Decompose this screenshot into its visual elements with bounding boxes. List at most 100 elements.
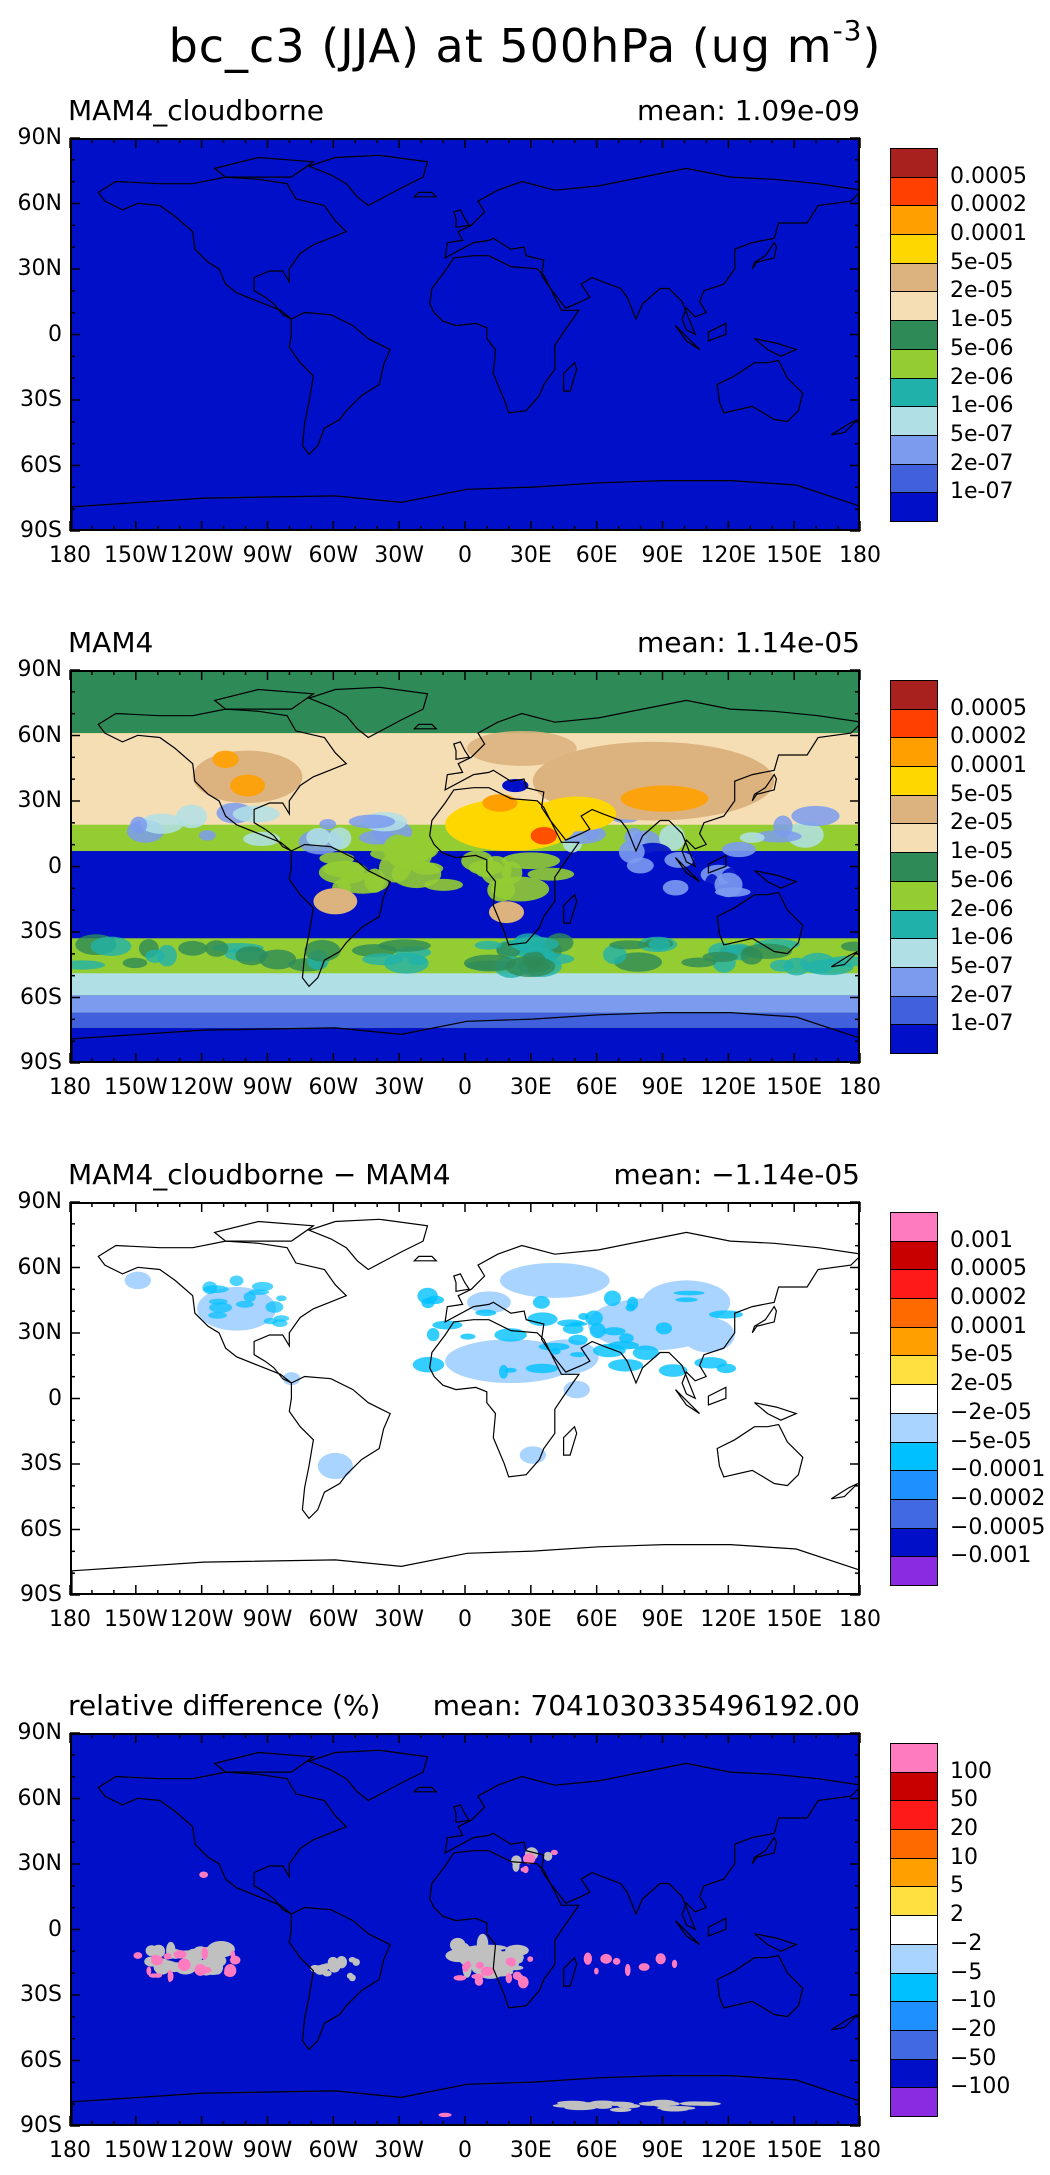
map-cloudborne bbox=[70, 138, 860, 531]
lat-tick-label: 90S bbox=[20, 1582, 62, 1607]
colorbar-swatch bbox=[890, 766, 938, 797]
colorbar-swatch bbox=[890, 234, 938, 265]
lon-tick-label: 180 bbox=[49, 543, 91, 568]
colorbar-swatch bbox=[890, 1212, 938, 1243]
colorbar-label: 5e-06 bbox=[950, 867, 1014, 893]
colorbar-label: 0.0001 bbox=[950, 1313, 1027, 1339]
colorbar-label: 5 bbox=[950, 1873, 964, 1899]
lat-tick-label: 30S bbox=[20, 1982, 62, 2007]
colorbar-label: −20 bbox=[950, 2016, 997, 2042]
colorbar-label: 0.0001 bbox=[950, 753, 1027, 779]
colorbar-label: −50 bbox=[950, 2045, 997, 2071]
lon-tick-label: 60E bbox=[575, 1607, 618, 1632]
colorbar-diff bbox=[890, 1212, 938, 1587]
panel-title-diff: MAM4_cloudborne − MAM4 bbox=[68, 1158, 451, 1191]
colorbar-label: 1e-05 bbox=[950, 307, 1014, 333]
colorbar-label: 10 bbox=[950, 1844, 978, 1870]
colorbar-reldiff bbox=[890, 1743, 938, 2118]
lon-tick-label: 180 bbox=[839, 543, 881, 568]
lat-tick-label: 90N bbox=[17, 125, 62, 150]
lon-tick-label: 180 bbox=[839, 1607, 881, 1632]
lon-tick-label: 150W bbox=[103, 1075, 168, 1100]
colorbar-swatch bbox=[890, 262, 938, 293]
lon-tick-label: 60W bbox=[308, 1607, 359, 1632]
colorbar-label: 2e-05 bbox=[950, 810, 1014, 836]
colorbar-swatch bbox=[890, 2058, 938, 2089]
colorbar-swatch bbox=[890, 1498, 938, 1530]
axis-ticks-cloudborne bbox=[69, 137, 861, 532]
title-suffix: ) bbox=[862, 19, 882, 73]
colorbar-label: 5e-05 bbox=[950, 249, 1014, 275]
colorbar-label: 0.001 bbox=[950, 1227, 1013, 1253]
colorbar-swatch bbox=[890, 348, 938, 380]
colorbar-label: −5 bbox=[950, 1959, 983, 1985]
lon-tick-label: 150W bbox=[103, 2138, 168, 2163]
colorbar-swatch bbox=[890, 2029, 938, 2061]
colorbar-swatch bbox=[890, 1470, 938, 1501]
colorbar-label: −2 bbox=[950, 1930, 983, 1956]
lat-tick-label: 90S bbox=[20, 2113, 62, 2138]
colorbar-swatch bbox=[890, 406, 938, 437]
lon-tick-label: 90E bbox=[641, 1607, 684, 1632]
colorbar-label: 1e-07 bbox=[950, 479, 1014, 505]
lon-tick-label: 0 bbox=[458, 1075, 472, 1100]
lat-tick-label: 90N bbox=[17, 1720, 62, 1745]
panel-mean-reldiff: mean: 7041030335496192.00 bbox=[432, 1689, 860, 1722]
lon-tick-label: 120W bbox=[169, 543, 234, 568]
colorbar-swatch bbox=[890, 2001, 938, 2032]
lon-tick-label: 180 bbox=[49, 1607, 91, 1632]
lon-tick-label: 30E bbox=[509, 543, 552, 568]
lat-tick-label: 60N bbox=[17, 722, 62, 748]
colorbar-label: 2e-06 bbox=[950, 364, 1014, 390]
lat-tick-label: 60S bbox=[20, 452, 62, 478]
colorbar-label: 2e-05 bbox=[950, 1371, 1014, 1397]
lon-tick-label: 120E bbox=[700, 1075, 757, 1100]
colorbar-swatch bbox=[890, 1800, 938, 1831]
axis-ticks-diff bbox=[69, 1201, 861, 1596]
colorbar-label: 0.0002 bbox=[950, 192, 1027, 218]
colorbar-swatch bbox=[890, 1527, 938, 1558]
lon-tick-label: 150E bbox=[766, 1607, 823, 1632]
colorbar-swatch bbox=[890, 320, 938, 351]
map-field-mam4 bbox=[72, 672, 858, 1061]
colorbar-swatch bbox=[890, 176, 938, 207]
map-field-reldiff bbox=[72, 1735, 858, 2124]
panel-title-cloudborne: MAM4_cloudborne bbox=[68, 94, 325, 127]
lon-tick-label: 150E bbox=[766, 1075, 823, 1100]
colorbar-swatch bbox=[890, 1355, 938, 1386]
map-field-cloudborne bbox=[72, 140, 858, 529]
lon-tick-label: 0 bbox=[458, 2138, 472, 2163]
lon-tick-label: 150E bbox=[766, 543, 823, 568]
axis-ticks-mam4 bbox=[69, 669, 861, 1064]
colorbar-swatch bbox=[890, 1915, 938, 1946]
colorbar-label: 2e-06 bbox=[950, 896, 1014, 922]
colorbar-label: 0.0005 bbox=[950, 163, 1027, 189]
figure-title: bc_c3 (JJA) at 500hPa (ug m-3) bbox=[0, 0, 1050, 77]
lon-tick-label: 150W bbox=[103, 1607, 168, 1632]
colorbar-label: 1e-05 bbox=[950, 839, 1014, 865]
lon-tick-label: 180 bbox=[49, 1075, 91, 1100]
lon-tick-label: 150E bbox=[766, 2138, 823, 2163]
panel-title-mam4: MAM4 bbox=[68, 626, 154, 659]
lat-tick-label: 90N bbox=[17, 1189, 62, 1214]
lon-tick-label: 120E bbox=[700, 1607, 757, 1632]
colorbar-swatch bbox=[890, 966, 938, 998]
lat-tick-label: 30S bbox=[20, 387, 62, 412]
lat-tick-label: 0 bbox=[48, 1916, 62, 1942]
lat-tick-label: 60S bbox=[20, 1516, 62, 1542]
lon-tick-label: 60W bbox=[308, 543, 359, 568]
lat-tick-label: 60N bbox=[17, 190, 62, 216]
colorbar-swatch bbox=[890, 1886, 938, 1917]
colorbar-label: 1e-06 bbox=[950, 393, 1014, 419]
colorbar-swatch bbox=[890, 205, 938, 236]
lon-tick-label: 30E bbox=[509, 1607, 552, 1632]
lat-tick-label: 30N bbox=[17, 1851, 62, 1876]
colorbar-swatch bbox=[890, 852, 938, 883]
lat-tick-label: 30N bbox=[17, 1320, 62, 1345]
colorbar-swatch bbox=[890, 492, 938, 523]
lon-tick-label: 30E bbox=[509, 1075, 552, 1100]
lon-tick-label: 60W bbox=[308, 2138, 359, 2163]
colorbar-label: −10 bbox=[950, 1988, 997, 2014]
lon-tick-label: 60E bbox=[575, 2138, 618, 2163]
colorbar-label: −0.0002 bbox=[950, 1485, 1046, 1511]
